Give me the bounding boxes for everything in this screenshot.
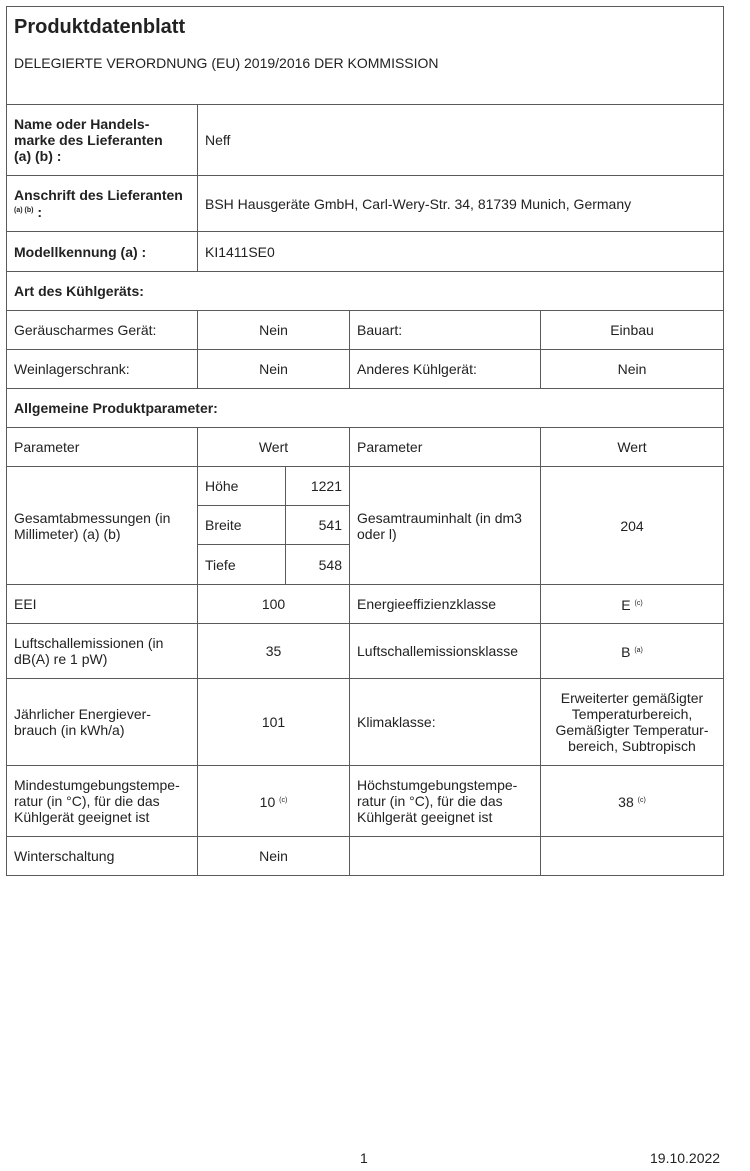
footer-date: 19.10.2022 (650, 1150, 721, 1166)
volume-value: 204 (540, 466, 724, 585)
annual-energy-label: Jährlicher Energiever-brauch (in kWh/a) (6, 678, 198, 766)
column-header-value: Wert (197, 427, 350, 467)
low-noise-label: Geräuscharmes Gerät: (6, 310, 198, 350)
winter-switch-label: Winterschaltung (6, 836, 198, 876)
empty-cell (349, 836, 541, 876)
width-value: 541 (285, 505, 350, 545)
empty-cell (540, 836, 724, 876)
height-label: Höhe (197, 466, 286, 506)
wine-cabinet-value: Nein (197, 349, 350, 389)
dimensions-label: Gesamtabmessungen (in Millimeter) (a) (b… (6, 466, 198, 585)
noise-class-label: Luftschallemissionsklasse (349, 623, 541, 679)
table-row: Geräuscharmes Gerät: Nein Bauart: Einbau (6, 310, 724, 350)
climate-class-label: Klimaklasse: (349, 678, 541, 766)
min-temp-value: 10 (c) (197, 765, 350, 837)
energy-class-value: E (c) (540, 584, 724, 624)
climate-class-value: Erweiterter gemäßigter Temperaturbereich… (540, 678, 724, 766)
noise-class-value: B (a) (540, 623, 724, 679)
min-temp-label: Mindestumgebungstempe-ratur (in °C), für… (6, 765, 198, 837)
noise-label: Luftschallemissionen (in dB(A) re 1 pW) (6, 623, 198, 679)
noise-value: 35 (197, 623, 350, 679)
depth-label: Tiefe (197, 544, 286, 585)
product-datasheet-table: Produktdatenblatt DELEGIERTE VERORDNUNG … (6, 6, 724, 876)
eei-value: 100 (197, 584, 350, 624)
design-label: Bauart: (349, 310, 541, 350)
model-label: Modellkennung (a) : (6, 231, 198, 272)
low-noise-value: Nein (197, 310, 350, 350)
energy-class-label: Energieeffizienzklasse (349, 584, 541, 624)
table-row: Weinlagerschrank: Nein Anderes Kühlgerät: N… (6, 349, 724, 389)
max-temp-label: Höchstumgebungstempe-ratur (in °C), für … (349, 765, 541, 837)
column-header-value: Wert (540, 427, 724, 467)
supplier-name-value: Neff (197, 104, 724, 176)
column-header-parameter: Parameter (349, 427, 541, 467)
other-appliance-label: Anderes Kühlgerät: (349, 349, 541, 389)
design-value: Einbau (540, 310, 724, 350)
winter-switch-value: Nein (197, 836, 350, 876)
max-temp-value: 38 (c) (540, 765, 724, 837)
page-title: Produktdatenblatt (14, 16, 186, 38)
depth-value: 548 (285, 544, 350, 585)
other-appliance-value: Nein (540, 349, 724, 389)
model-value: KI1411SE0 (197, 231, 724, 272)
type-heading: Art des Kühlgeräts: (6, 271, 724, 311)
supplier-address-value: BSH Hausgeräte GmbH, Carl-Wery-Str. 34, … (197, 175, 724, 232)
column-header-parameter: Parameter (6, 427, 198, 467)
eei-label: EEI (6, 584, 198, 624)
params-heading: Allgemeine Produktparameter: (6, 388, 724, 428)
volume-label: Gesamtrauminhalt (in dm3 oder l) (349, 466, 541, 585)
height-value: 1221 (285, 466, 350, 506)
wine-cabinet-label: Weinlagerschrank: (6, 349, 198, 389)
supplier-address-label: Anschrift des Lieferanten (a) (b) : (6, 175, 198, 232)
supplier-name-label: Name oder Handels-marke des Lieferanten(… (6, 104, 198, 176)
width-label: Breite (197, 505, 286, 545)
page-number: 1 (360, 1150, 368, 1166)
annual-energy-value: 101 (197, 678, 350, 766)
regulation-subtitle: DELEGIERTE VERORDNUNG (EU) 2019/2016 DER… (14, 55, 439, 71)
header-cell: Produktdatenblatt DELEGIERTE VERORDNUNG … (6, 6, 724, 105)
